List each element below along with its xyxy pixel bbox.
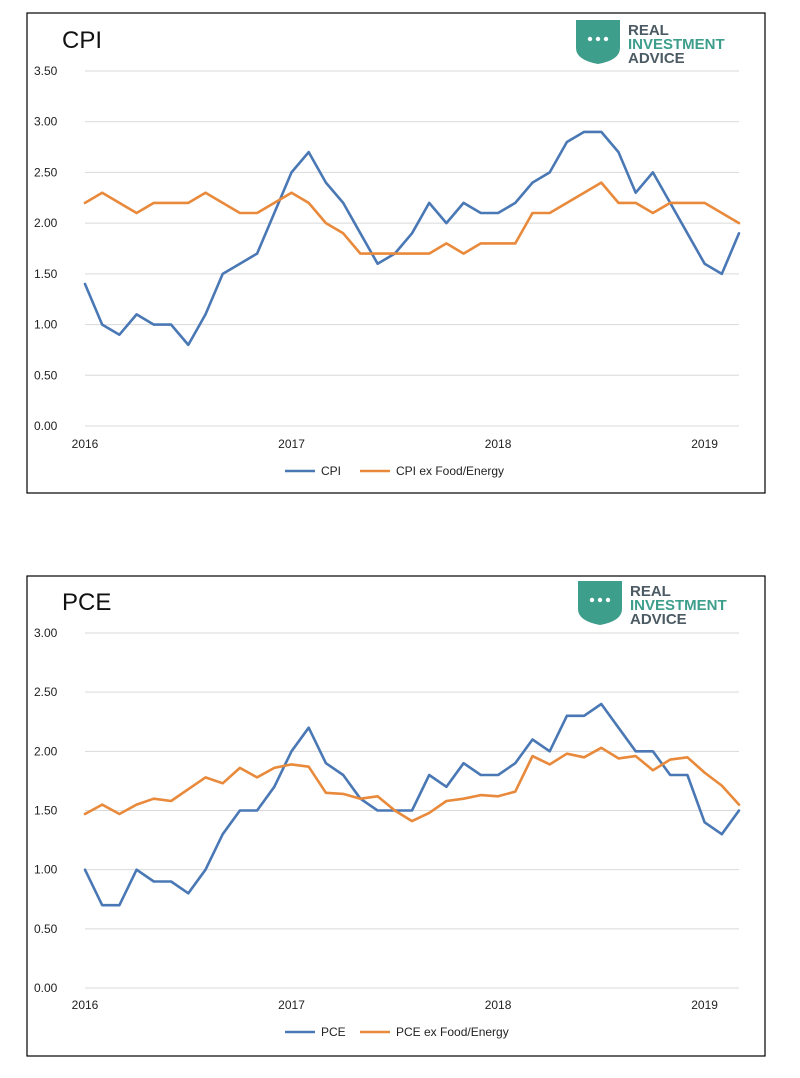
legend-label: PCE bbox=[321, 1025, 346, 1039]
shield-icon bbox=[576, 20, 620, 64]
brand-line-3: ADVICE bbox=[630, 611, 687, 628]
series-line-headline bbox=[83, 130, 741, 347]
cpi-chart: 0.00 0.50 1.00 1.50 2.00 2.50 3.00 3.50 2016 2017… bbox=[34, 20, 741, 478]
x-tick-label: 2018 bbox=[485, 998, 512, 1012]
pce-chart: 0.00 0.50 1.00 1.50 2.00 2.50 3.00 2016 2017 2018… bbox=[34, 581, 741, 1039]
x-tick-label: 2019 bbox=[691, 437, 718, 451]
y-tick-label: 1.50 bbox=[34, 804, 58, 818]
x-tick-label: 2018 bbox=[485, 437, 512, 451]
brand-line-2: INVESTMENT bbox=[630, 597, 727, 614]
dot-icon bbox=[595, 36, 601, 42]
dot-icon bbox=[589, 597, 595, 603]
y-tick-label: 1.00 bbox=[34, 863, 58, 877]
x-tick-label: 2016 bbox=[72, 998, 99, 1012]
dot-icon bbox=[587, 36, 593, 42]
y-tick-label: 1.00 bbox=[34, 318, 58, 332]
x-tick-label: 2019 bbox=[691, 998, 718, 1012]
y-tick-label: 3.50 bbox=[34, 64, 58, 78]
y-tick-label: 0.00 bbox=[34, 981, 58, 995]
chart-title: CPI bbox=[62, 27, 102, 54]
y-tick-label: 3.00 bbox=[34, 626, 58, 640]
legend-label: CPI bbox=[321, 464, 341, 478]
legend-label: CPI ex Food/Energy bbox=[396, 464, 504, 478]
series-line-headline bbox=[83, 702, 741, 907]
series-line-core bbox=[83, 746, 741, 823]
brand-line-2: INVESTMENT bbox=[628, 36, 725, 53]
y-tick-label: 0.50 bbox=[34, 368, 58, 382]
x-tick-label: 2017 bbox=[278, 998, 305, 1012]
x-tick-label: 2017 bbox=[278, 437, 305, 451]
y-tick-label: 0.00 bbox=[34, 419, 58, 433]
dot-icon bbox=[597, 597, 603, 603]
brand-line-1: REAL bbox=[630, 583, 671, 600]
brand-line-3: ADVICE bbox=[628, 50, 685, 67]
y-tick-label: 0.50 bbox=[34, 922, 58, 936]
series-line-core bbox=[83, 181, 741, 255]
y-tick-label: 2.00 bbox=[34, 216, 58, 230]
y-tick-label: 3.00 bbox=[34, 115, 58, 129]
chart-frame-pce bbox=[26, 575, 766, 1057]
chart-title: PCE bbox=[62, 589, 111, 616]
y-tick-label: 2.00 bbox=[34, 744, 58, 758]
y-tick-label: 2.50 bbox=[34, 165, 58, 179]
y-tick-label: 1.50 bbox=[34, 267, 58, 281]
dot-icon bbox=[603, 36, 609, 42]
brand-line-1: REAL bbox=[628, 22, 669, 39]
dot-icon bbox=[605, 597, 611, 603]
legend-label: PCE ex Food/Energy bbox=[396, 1025, 509, 1039]
y-tick-label: 2.50 bbox=[34, 685, 58, 699]
x-tick-label: 2016 bbox=[72, 437, 99, 451]
shield-icon bbox=[578, 581, 622, 625]
